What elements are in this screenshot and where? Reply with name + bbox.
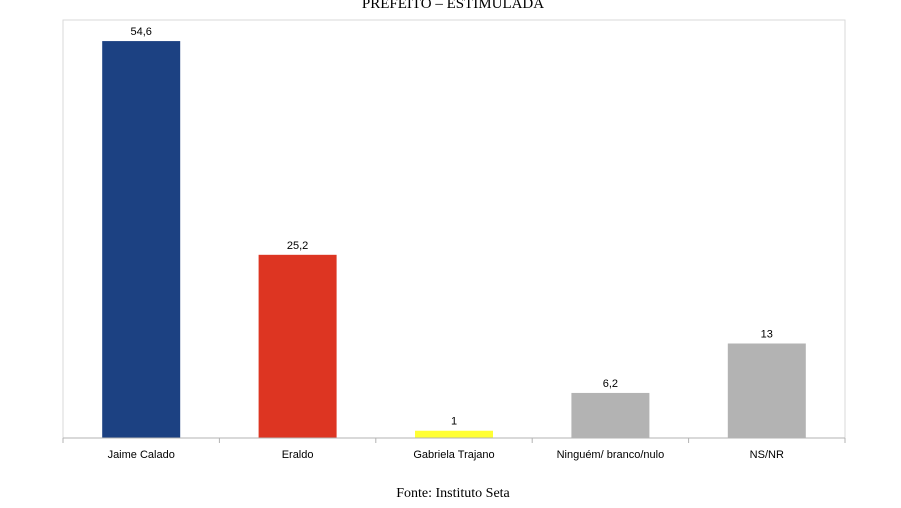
data-label-2: 1 [451, 416, 457, 428]
bar-2 [415, 430, 493, 438]
x-tick-label-1: Eraldo [282, 449, 314, 461]
bar-4 [727, 343, 806, 438]
data-label-0: 54,6 [130, 26, 151, 38]
chart-title: PREFEITO – ESTIMULADA [362, 0, 544, 12]
data-label-4: 13 [761, 328, 773, 340]
data-label-1: 25,2 [287, 240, 308, 252]
x-tick-label-4: NS/NR [750, 449, 784, 461]
x-tick-label-0: Jaime Calado [108, 449, 175, 461]
bar-0 [102, 41, 181, 439]
bar-1 [258, 254, 337, 438]
bar-3 [571, 392, 650, 438]
data-label-3: 6,2 [603, 378, 618, 390]
x-tick-label-3: Ninguém/ branco/nulo [557, 449, 665, 461]
source-note: Fonte: Instituto Seta [396, 486, 510, 501]
x-tick-label-2: Gabriela Trajano [413, 449, 494, 461]
plot-area [62, 19, 846, 439]
